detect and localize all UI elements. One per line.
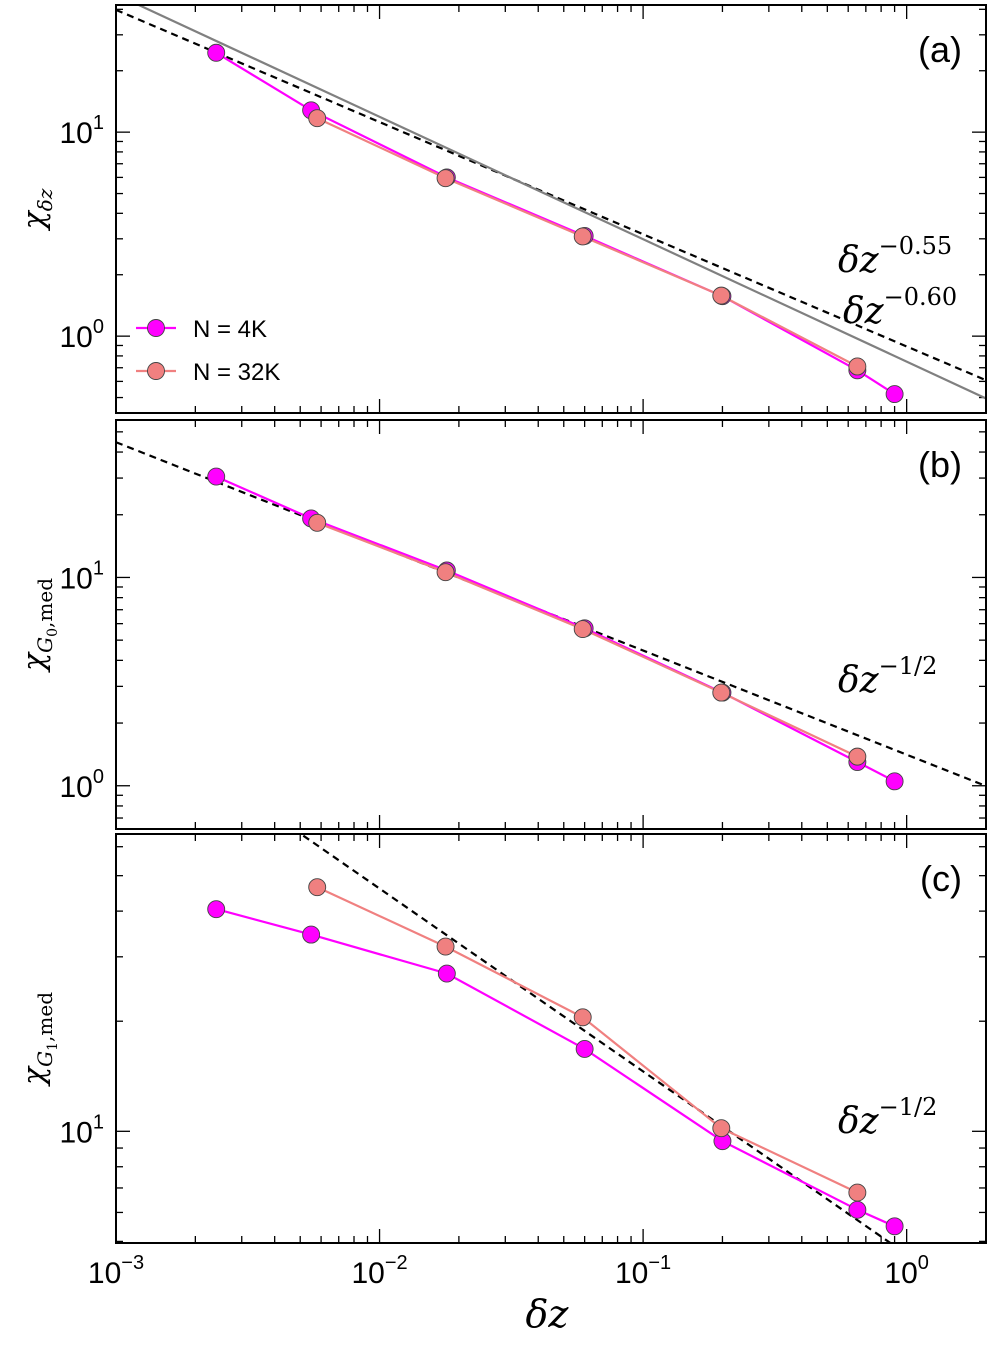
data-series bbox=[207, 467, 904, 791]
y-axis-label: χG0,med bbox=[17, 578, 61, 673]
panel-label: (b) bbox=[918, 444, 962, 485]
legend: N = 4K N = 32K bbox=[136, 316, 280, 386]
y-axis-label: χδz bbox=[17, 188, 57, 231]
data-series bbox=[207, 43, 904, 404]
y-tick-label: 100 bbox=[60, 766, 105, 804]
data-point bbox=[302, 925, 321, 944]
y-tick-label: 101 bbox=[60, 557, 105, 595]
data-point bbox=[712, 1119, 731, 1138]
data-point bbox=[712, 286, 731, 305]
fit-line-dashed bbox=[116, 8, 986, 382]
fit-label: δz−0.60 bbox=[843, 283, 957, 332]
legend-label: N = 32K bbox=[193, 359, 280, 386]
panel-c: 101 10−3 10−2 10−1 100 δz χG1,med (c) δz−1/2 bbox=[17, 833, 987, 1336]
y-axis-label: χG1,med bbox=[17, 992, 61, 1087]
series-line bbox=[215, 51, 896, 396]
y-tick-label: 101 bbox=[60, 1111, 105, 1149]
data-point bbox=[207, 467, 226, 486]
fit-label: δz−1/2 bbox=[838, 1093, 937, 1142]
data-point bbox=[885, 772, 904, 791]
fit-label: δz−0.55 bbox=[838, 232, 952, 281]
panel-label: (a) bbox=[918, 29, 962, 70]
data-point bbox=[207, 43, 226, 62]
data-point bbox=[712, 683, 731, 702]
data-point bbox=[308, 513, 327, 532]
x-tick-label: 10−3 bbox=[88, 1252, 144, 1290]
data-point bbox=[436, 937, 455, 956]
data-point bbox=[885, 385, 904, 404]
series-line bbox=[316, 886, 858, 1194]
legend-marker bbox=[147, 362, 165, 380]
fit-label: δz−1/2 bbox=[838, 652, 937, 701]
data-point bbox=[848, 1183, 867, 1202]
fit-line-solid bbox=[136, 5, 986, 400]
data-point bbox=[437, 964, 456, 983]
data-point bbox=[436, 169, 455, 188]
x-tick-label: 100 bbox=[884, 1252, 929, 1290]
plot-frame bbox=[115, 419, 987, 830]
axis-ticks bbox=[115, 834, 987, 1243]
plot-frame bbox=[115, 4, 987, 414]
x-axis-label: δz bbox=[526, 1292, 570, 1336]
data-point bbox=[436, 563, 455, 582]
axis-ticks bbox=[115, 5, 987, 413]
legend-marker bbox=[147, 319, 165, 337]
data-point bbox=[848, 1200, 867, 1219]
series-line bbox=[215, 908, 896, 1228]
data-point bbox=[207, 900, 226, 919]
data-point bbox=[308, 878, 327, 897]
data-series bbox=[207, 878, 904, 1236]
data-point bbox=[575, 1039, 594, 1058]
fit-lines bbox=[116, 5, 986, 400]
plot-frame bbox=[115, 833, 987, 1244]
legend-label: N = 4K bbox=[193, 316, 267, 343]
data-point bbox=[848, 747, 867, 766]
data-point bbox=[885, 1217, 904, 1236]
y-tick-label: 101 bbox=[60, 112, 105, 150]
x-tick-label: 10−2 bbox=[351, 1252, 407, 1290]
data-point bbox=[573, 620, 592, 639]
data-point bbox=[308, 109, 327, 128]
fit-lines bbox=[298, 834, 893, 1243]
y-tick-label: 100 bbox=[60, 316, 105, 354]
data-point bbox=[573, 227, 592, 246]
x-tick-label: 10−1 bbox=[615, 1252, 671, 1290]
data-point bbox=[848, 357, 867, 376]
data-point bbox=[573, 1008, 592, 1027]
panel-label: (c) bbox=[920, 858, 962, 899]
fit-line-dashed bbox=[298, 834, 893, 1243]
axis-ticks bbox=[115, 420, 987, 829]
